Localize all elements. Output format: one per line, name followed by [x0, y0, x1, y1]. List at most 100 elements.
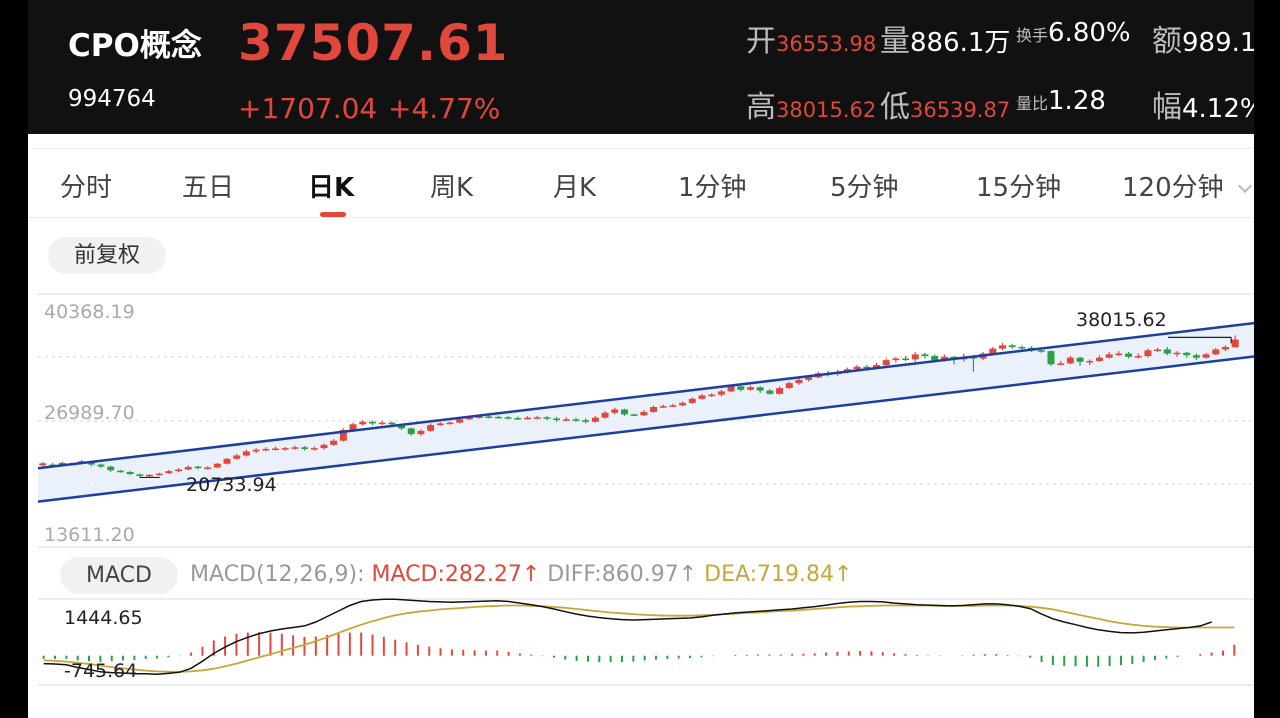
stat-label: 换手	[1016, 26, 1049, 45]
candle-body	[756, 387, 764, 391]
stat-label: 幅	[1152, 90, 1182, 125]
candle-body	[107, 466, 115, 471]
candle-body	[233, 455, 241, 459]
candle-body	[1134, 356, 1142, 358]
stat-value: 36539.87	[910, 98, 1011, 122]
stock-name: CPO概念	[68, 28, 202, 64]
candle-body	[688, 398, 696, 403]
candle-body	[1076, 357, 1084, 362]
candle-body	[427, 425, 435, 431]
stat-high: 高38015.62	[746, 82, 876, 126]
candle-body	[1086, 360, 1094, 363]
quote-header: CPO概念 994764 37507.61 +1707.04 +4.77% 开3…	[28, 0, 1254, 134]
candle-body	[931, 356, 939, 361]
candle-body	[242, 451, 250, 456]
tab-120min[interactable]: 120分钟	[1122, 173, 1224, 203]
candle-body	[252, 449, 260, 452]
candle-body	[262, 448, 270, 451]
candle-body	[1144, 350, 1152, 357]
candle-body	[989, 348, 997, 354]
candle-body	[465, 417, 473, 420]
candle-body	[873, 365, 880, 368]
high-annotation: 38015.62	[1076, 309, 1167, 331]
candle-body	[940, 356, 948, 361]
candle-body	[1115, 353, 1123, 356]
candle-body	[999, 345, 1006, 349]
candle-body	[650, 407, 658, 412]
macd-value: MACD:282.27↑	[371, 562, 541, 587]
candle-body	[1037, 350, 1045, 352]
candle-body	[1212, 349, 1220, 355]
active-tab-indicator	[320, 212, 346, 217]
channel-lower-line	[37, 355, 1254, 503]
stat-value: 36553.98	[776, 32, 877, 56]
candle-body	[708, 394, 716, 397]
stat-turnover: 换手6.80%	[1016, 18, 1131, 48]
candle-body	[717, 391, 725, 395]
candle-body	[436, 423, 444, 426]
candle-body	[504, 417, 512, 419]
candle-body	[417, 430, 425, 435]
candle-body	[805, 377, 813, 380]
candle-body	[737, 386, 745, 390]
y-tick-bottom: 13611.20	[44, 524, 135, 546]
candle-body	[582, 420, 590, 422]
kline-chart	[37, 293, 1254, 686]
candle-body	[630, 414, 638, 416]
candle-body	[1008, 345, 1016, 347]
candle-body	[136, 474, 144, 476]
price-change: +1707.04	[238, 92, 378, 125]
candle-body	[892, 358, 900, 361]
stat-value: 886.1万	[910, 28, 1011, 58]
macd-y-bottom: -745.64	[64, 660, 138, 682]
candle-body	[97, 464, 105, 467]
candle-body	[863, 366, 871, 369]
candle-body	[145, 474, 153, 477]
candle-body	[223, 458, 231, 464]
tab-15min[interactable]: 15分钟	[976, 173, 1062, 203]
candle-body	[378, 422, 386, 425]
tab-intraday[interactable]: 分时	[60, 173, 113, 203]
low-annotation: 20733.94	[186, 474, 277, 496]
candle-body	[882, 360, 890, 366]
candle-body	[1231, 339, 1239, 348]
candle-body	[640, 411, 648, 416]
period-tabs: 分时 五日 日K 周K 月K 1分钟 5分钟 15分钟 120分钟	[28, 148, 1254, 218]
candle-body	[456, 419, 464, 423]
macd-y-top: 1444.65	[64, 607, 143, 629]
candle-body	[902, 358, 910, 360]
tab-weekly-k[interactable]: 周K	[430, 173, 474, 203]
stat-value: 4.12%	[1182, 94, 1254, 124]
indicator-selector[interactable]: MACD	[60, 557, 178, 594]
candle-body	[853, 366, 861, 370]
price-change-pct: +4.77%	[388, 92, 501, 125]
stat-open: 开36553.98	[746, 16, 876, 60]
candle-body	[524, 417, 532, 420]
candle-body	[184, 467, 192, 470]
tab-5min[interactable]: 5分钟	[830, 173, 899, 203]
dea-line	[43, 604, 1235, 673]
dea-value: DEA:719.84↑	[704, 562, 853, 587]
diff-line	[43, 598, 1212, 675]
macd-params: MACD(12,26,9):	[190, 562, 365, 587]
candle-body	[611, 409, 619, 413]
candle-body	[58, 462, 66, 465]
stat-label: 开	[746, 24, 776, 59]
stat-volratio: 量比1.28	[1016, 86, 1106, 116]
stat-value: 38015.62	[776, 98, 877, 122]
tab-five-day[interactable]: 五日	[182, 173, 235, 203]
candle-body	[349, 424, 357, 431]
candle-body	[330, 440, 338, 445]
candle-body	[165, 471, 173, 474]
tab-daily-k[interactable]: 日K	[308, 173, 355, 203]
candle-body	[126, 471, 134, 475]
tab-monthly-k[interactable]: 月K	[553, 173, 597, 203]
stat-label: 低	[880, 90, 910, 125]
adjust-button[interactable]: 前复权	[48, 237, 166, 274]
macd-legend: MACD(12,26,9): MACD:282.27↑ DIFF:860.97↑…	[190, 562, 852, 587]
candle-body	[1183, 352, 1191, 356]
stat-low: 低36539.87	[880, 82, 1010, 126]
stat-amount: 额989.1	[1152, 16, 1254, 60]
candle-body	[116, 470, 124, 473]
tab-1min[interactable]: 1分钟	[678, 173, 747, 203]
